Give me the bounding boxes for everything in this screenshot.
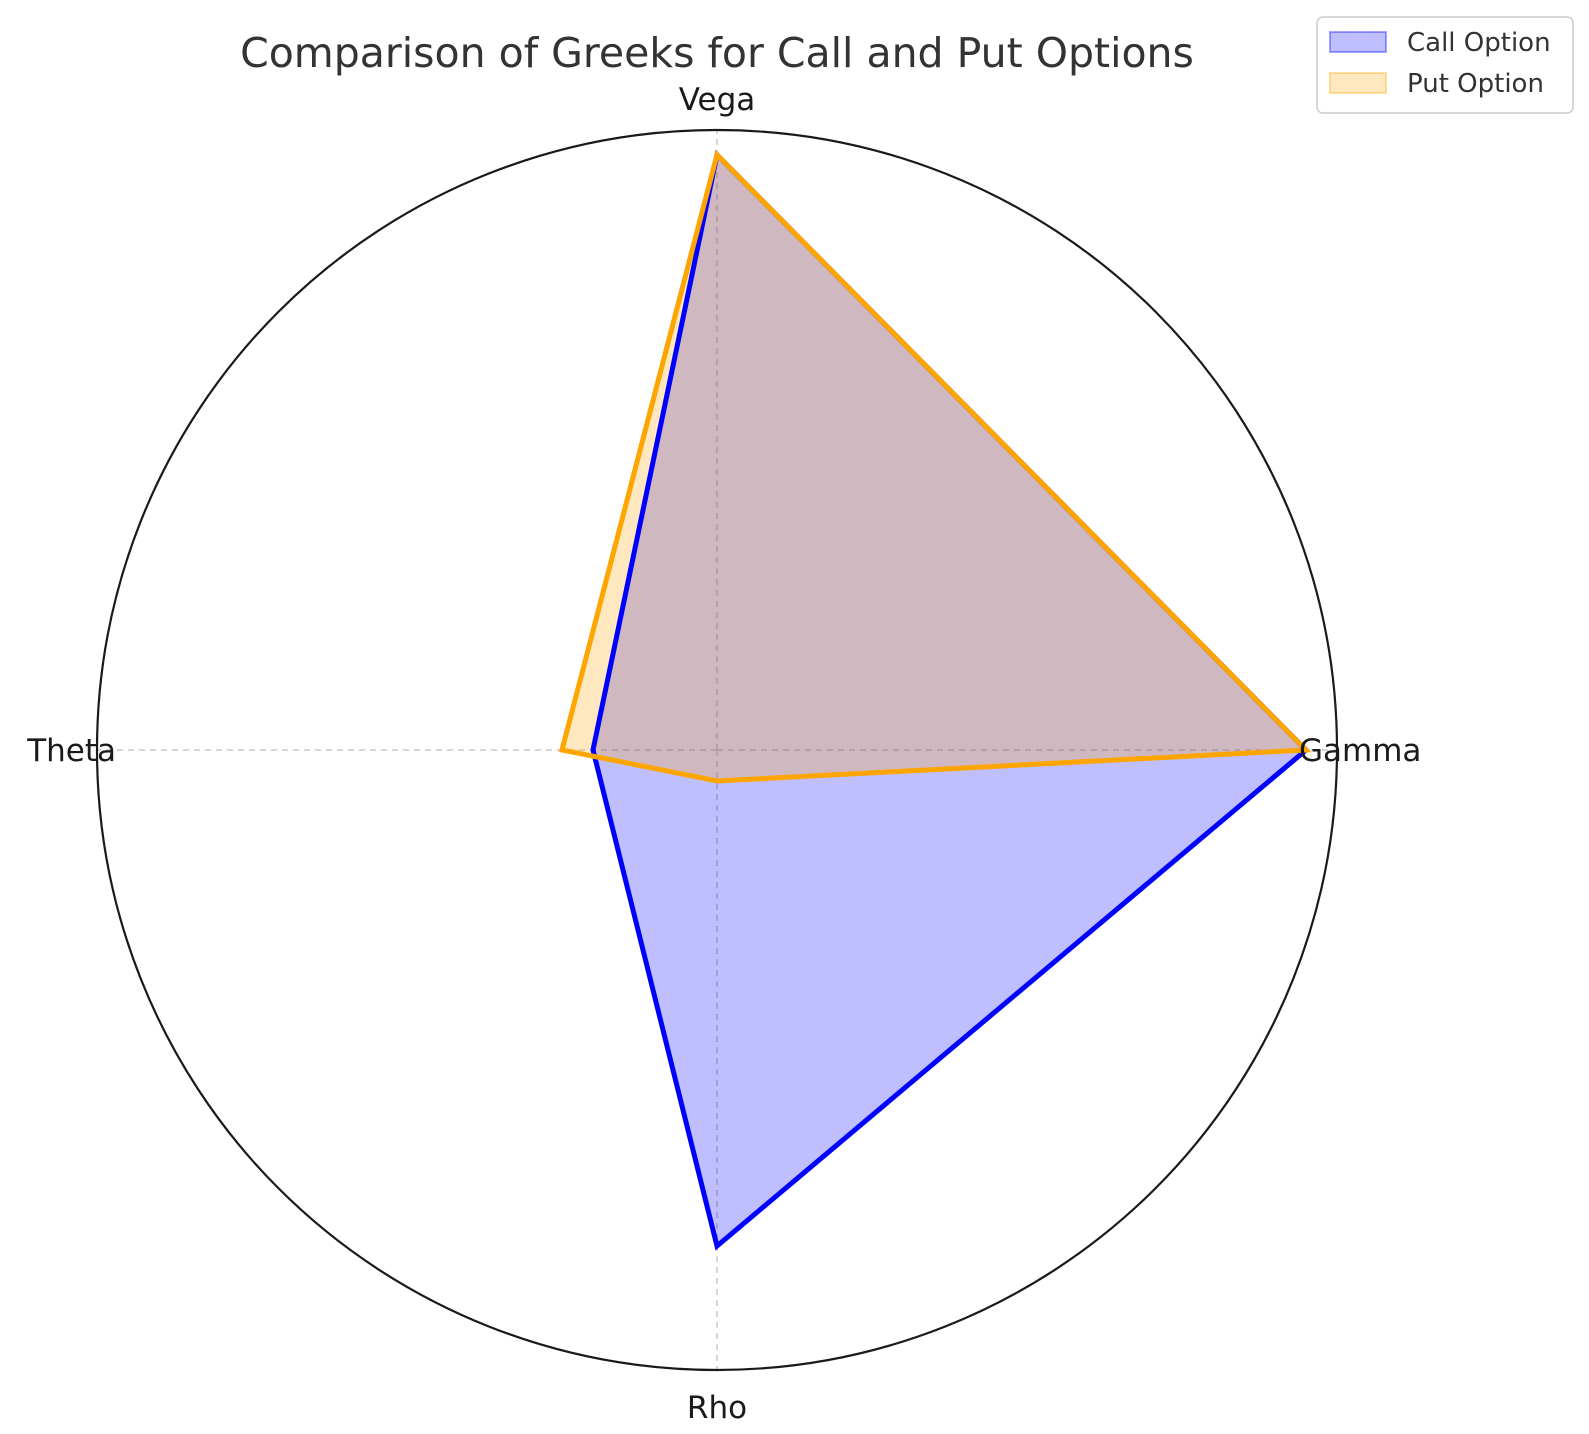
legend-label-put-option: Put Option bbox=[1407, 69, 1544, 99]
call-option-area bbox=[593, 154, 1306, 1246]
radar-grid bbox=[95, 128, 1339, 1372]
axis-label-gamma: Gamma bbox=[1299, 733, 1421, 769]
radar-outer-frame bbox=[95, 128, 1339, 1372]
put-option-outline bbox=[558, 149, 1312, 784]
chart-title: Comparison of Greeks for Call and Put Op… bbox=[240, 29, 1194, 77]
legend-swatch-put-option bbox=[1329, 72, 1387, 94]
axis-label-theta: Theta bbox=[26, 733, 116, 769]
put-option-area bbox=[562, 154, 1306, 782]
legend-label-call-option: Call Option bbox=[1407, 28, 1551, 58]
legend: Call Option Put Option bbox=[1316, 16, 1574, 114]
legend-swatch-call-option bbox=[1329, 31, 1387, 53]
radar-series bbox=[558, 149, 1312, 1251]
axis-labels: Gamma Vega Theta Rho bbox=[26, 82, 1421, 1426]
axis-label-vega: Vega bbox=[679, 82, 756, 118]
axis-label-rho: Rho bbox=[687, 1390, 747, 1426]
legend-box bbox=[1316, 16, 1574, 114]
